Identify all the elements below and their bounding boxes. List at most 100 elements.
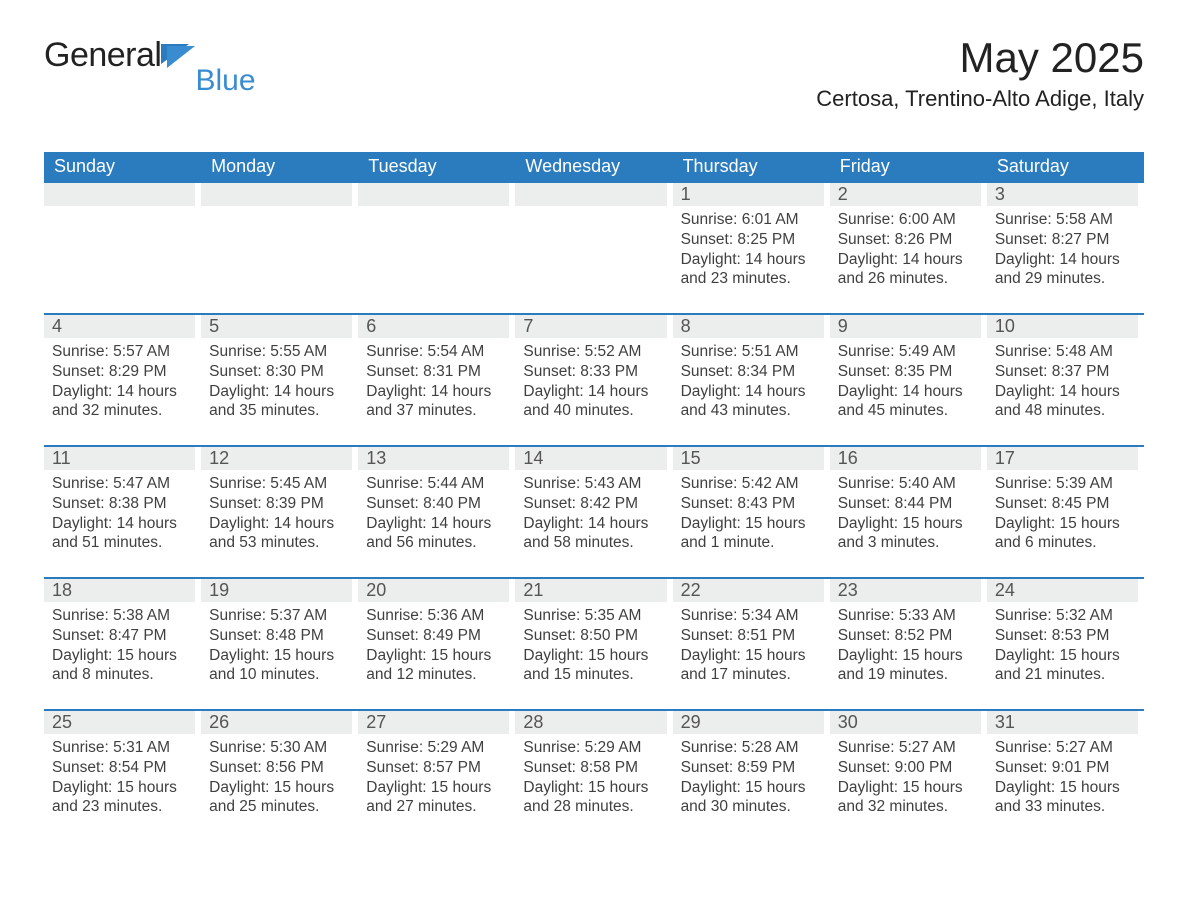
sunrise-text: Sunrise: 5:29 AM [523,738,666,758]
weekday-header-row: Sunday Monday Tuesday Wednesday Thursday… [44,152,1144,183]
daylight-text: Daylight: 15 hours and 23 minutes. [52,778,195,818]
sunset-text: Sunset: 8:37 PM [995,362,1138,382]
calendar-day: 26Sunrise: 5:30 AMSunset: 8:56 PMDayligh… [201,711,358,833]
sunrise-text: Sunrise: 5:55 AM [209,342,352,362]
calendar-day: 31Sunrise: 5:27 AMSunset: 9:01 PMDayligh… [987,711,1144,833]
sunset-text: Sunset: 8:38 PM [52,494,195,514]
sunrise-text: Sunrise: 5:30 AM [209,738,352,758]
day-number: 26 [201,711,352,734]
day-details: Sunrise: 5:42 AMSunset: 8:43 PMDaylight:… [673,474,824,553]
sunrise-text: Sunrise: 5:34 AM [681,606,824,626]
day-details: Sunrise: 5:38 AMSunset: 8:47 PMDaylight:… [44,606,195,685]
daylight-text: Daylight: 15 hours and 21 minutes. [995,646,1138,686]
month-title: May 2025 [816,36,1144,80]
location-subtitle: Certosa, Trentino-Alto Adige, Italy [816,86,1144,112]
daylight-text: Daylight: 15 hours and 8 minutes. [52,646,195,686]
daylight-text: Daylight: 15 hours and 28 minutes. [523,778,666,818]
sunrise-text: Sunrise: 5:38 AM [52,606,195,626]
sunset-text: Sunset: 8:30 PM [209,362,352,382]
weekday-wednesday: Wednesday [515,152,672,183]
day-number: 29 [673,711,824,734]
weekday-sunday: Sunday [44,152,201,183]
title-block: May 2025 Certosa, Trentino-Alto Adige, I… [816,36,1144,112]
daylight-text: Daylight: 15 hours and 12 minutes. [366,646,509,686]
day-number: 6 [358,315,509,338]
day-details: Sunrise: 5:43 AMSunset: 8:42 PMDaylight:… [515,474,666,553]
day-number-text: 18 [52,580,72,600]
day-number-text: 5 [209,316,219,336]
day-number-text: 15 [681,448,701,468]
day-number-text: 30 [838,712,858,732]
day-number-text: 6 [366,316,376,336]
sunset-text: Sunset: 8:42 PM [523,494,666,514]
calendar-day: 23 Sunrise: 5:33 AMSunset: 8:52 PMDayligh… [830,579,987,699]
daylight-text: Daylight: 14 hours and 51 minutes. [52,514,195,554]
day-details: Sunrise: 5:35 AMSunset: 8:50 PMDaylight:… [515,606,666,685]
calendar-day: 7Sunrise: 5:52 AMSunset: 8:33 PMDaylight… [515,315,672,435]
day-number: 4 [44,315,195,338]
day-number-text: 14 [523,448,543,468]
calendar-day: 30 Sunrise: 5:27 AMSunset: 9:00 PMDayligh… [830,711,987,833]
day-number: 31 [987,711,1138,734]
sunrise-text: Sunrise: 6:00 AM [838,210,981,230]
sunrise-text: Sunrise: 5:45 AM [209,474,352,494]
day-details: Sunrise: 5:27 AMSunset: 9:00 PMDaylight:… [830,738,981,817]
sunset-text: Sunset: 8:49 PM [366,626,509,646]
day-details: Sunrise: 5:54 AMSunset: 8:31 PMDaylight:… [358,342,509,421]
sunset-text: Sunset: 8:50 PM [523,626,666,646]
sunrise-text: Sunrise: 5:42 AM [681,474,824,494]
day-number-text: 23 [838,580,858,600]
day-number: 30 [830,711,981,734]
sunset-text: Sunset: 8:56 PM [209,758,352,778]
calendar-week: 18 Sunrise: 5:38 AMSunset: 8:47 PMDayligh… [44,579,1144,711]
sunrise-text: Sunrise: 5:44 AM [366,474,509,494]
sunrise-text: Sunrise: 5:48 AM [995,342,1138,362]
daylight-text: Daylight: 14 hours and 43 minutes. [681,382,824,422]
calendar-day: 5Sunrise: 5:55 AMSunset: 8:30 PMDaylight… [201,315,358,435]
day-details: Sunrise: 5:31 AMSunset: 8:54 PMDaylight:… [44,738,195,817]
day-number: 5 [201,315,352,338]
calendar-day: 14 Sunrise: 5:43 AMSunset: 8:42 PMDayligh… [515,447,672,567]
sunrise-text: Sunrise: 5:51 AM [681,342,824,362]
day-details: Sunrise: 5:33 AMSunset: 8:52 PMDaylight:… [830,606,981,685]
day-number: 20 [358,579,509,602]
day-number: 12 [201,447,352,470]
weeks-container: ....1Sunrise: 6:01 AMSunset: 8:25 PMDayl… [44,183,1144,843]
sunset-text: Sunset: 8:44 PM [838,494,981,514]
sunrise-text: Sunrise: 5:49 AM [838,342,981,362]
calendar-day: 13Sunrise: 5:44 AMSunset: 8:40 PMDayligh… [358,447,515,567]
sunset-text: Sunset: 9:01 PM [995,758,1138,778]
day-number-text: 25 [52,712,72,732]
sunset-text: Sunset: 8:39 PM [209,494,352,514]
day-details: Sunrise: 5:51 AMSunset: 8:34 PMDaylight:… [673,342,824,421]
day-details: Sunrise: 5:58 AMSunset: 8:27 PMDaylight:… [987,210,1138,289]
calendar-day: 8 Sunrise: 5:51 AMSunset: 8:34 PMDaylight… [673,315,830,435]
calendar-day: 29Sunrise: 5:28 AMSunset: 8:59 PMDayligh… [673,711,830,833]
day-number: 10 [987,315,1138,338]
brand-logo: General Blue [44,36,260,75]
brand-flag-icon [161,44,195,73]
sunrise-text: Sunrise: 5:47 AM [52,474,195,494]
sunset-text: Sunset: 8:43 PM [681,494,824,514]
daylight-text: Daylight: 15 hours and 10 minutes. [209,646,352,686]
day-details: Sunrise: 5:47 AMSunset: 8:38 PMDaylight:… [44,474,195,553]
day-number: 9 [830,315,981,338]
sunrise-text: Sunrise: 5:33 AM [838,606,981,626]
sunset-text: Sunset: 8:53 PM [995,626,1138,646]
day-details: Sunrise: 5:39 AMSunset: 8:45 PMDaylight:… [987,474,1138,553]
day-number: 19 [201,579,352,602]
daylight-text: Daylight: 14 hours and 37 minutes. [366,382,509,422]
day-number-text: 12 [209,448,229,468]
sunset-text: Sunset: 8:54 PM [52,758,195,778]
day-number: 18 [44,579,195,602]
sunset-text: Sunset: 8:33 PM [523,362,666,382]
day-number: 16 [830,447,981,470]
calendar-day: 4Sunrise: 5:57 AMSunset: 8:29 PMDaylight… [44,315,201,435]
day-number-text: 8 [681,316,691,336]
calendar-day: 15 Sunrise: 5:42 AMSunset: 8:43 PMDayligh… [673,447,830,567]
calendar-day: . [44,183,201,303]
calendar-day: 6 Sunrise: 5:54 AMSunset: 8:31 PMDaylight… [358,315,515,435]
sunset-text: Sunset: 8:45 PM [995,494,1138,514]
calendar-week: 11Sunrise: 5:47 AMSunset: 8:38 PMDayligh… [44,447,1144,579]
sunrise-text: Sunrise: 5:43 AM [523,474,666,494]
